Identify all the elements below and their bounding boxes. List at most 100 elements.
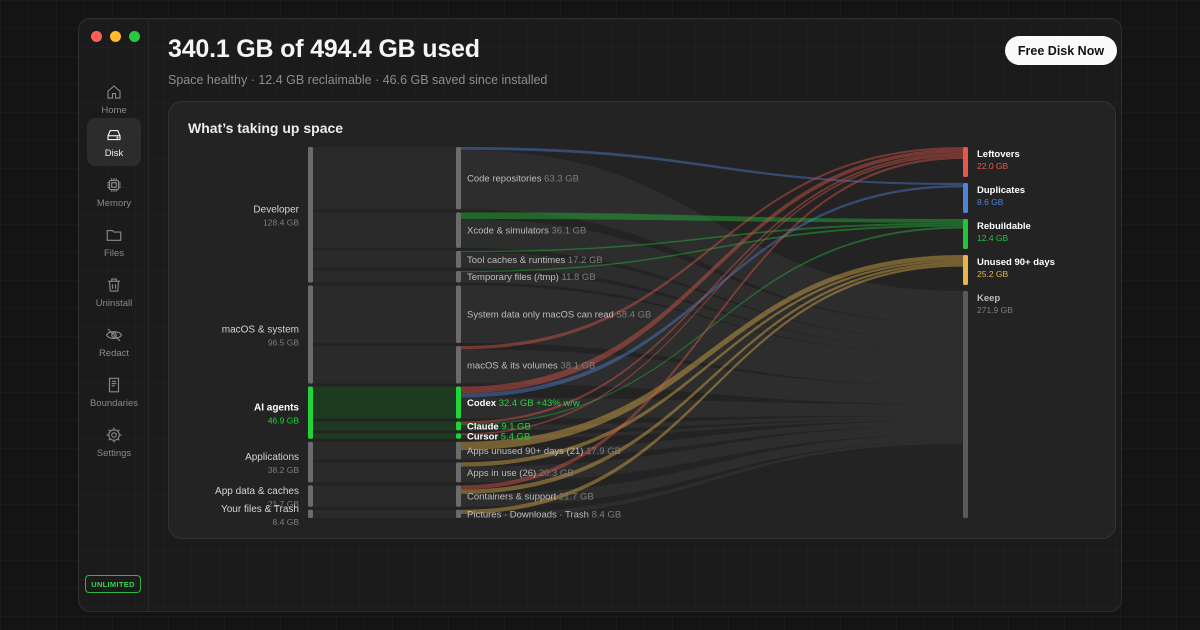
reclaim-flow	[461, 152, 963, 424]
plan-badge: UNLIMITED	[85, 575, 141, 593]
item-size: 36.1 GB	[551, 226, 586, 237]
item-label: Apps in use (26) 20.3 GB	[467, 468, 574, 479]
book-icon	[108, 377, 120, 392]
item-label: System data only macOS can read 58.4 GB	[467, 310, 651, 321]
keep-flow	[461, 434, 963, 507]
group-item-band	[313, 421, 456, 431]
item-label: Claude 9.1 GB	[467, 421, 531, 432]
panel-title: What’s taking up space	[188, 120, 344, 136]
target-size: 25.2 GB	[977, 269, 1009, 279]
group-size: 38.2 GB	[268, 465, 300, 475]
item-label: Xcode & simulators 36.1 GB	[467, 226, 586, 237]
group-size: 128.4 GB	[263, 218, 299, 228]
target-size: 271.9 GB	[977, 305, 1013, 315]
disk-icon	[107, 129, 121, 140]
reclaim-flow	[461, 156, 963, 490]
item-bar	[456, 509, 461, 518]
item-bar	[456, 485, 461, 507]
home-icon	[107, 84, 121, 99]
keep-flow	[461, 415, 963, 431]
item-bar	[456, 345, 461, 384]
item-name: Cursor	[467, 432, 501, 443]
group-bar	[308, 147, 313, 283]
reclaim-flow	[461, 222, 963, 253]
item-name: Apps in use (26)	[467, 468, 539, 479]
sidebar-item-uninstall[interactable]: Uninstall	[87, 268, 141, 316]
item-name: Containers & support	[467, 492, 559, 503]
reclaim-flow	[461, 259, 963, 467]
zoom-window-button[interactable]	[129, 31, 140, 42]
page-subtitle: Space healthy · 12.4 GB reclaimable · 46…	[168, 73, 548, 87]
group-label: macOS & system	[222, 325, 299, 336]
disk-usage-panel: What’s taking up space Developer 128.4 GB…	[168, 101, 1116, 539]
target-label: Duplicates	[977, 185, 1025, 196]
group-item-band	[313, 147, 456, 210]
app-window: Home Disk Memory Files Uninstall Redact …	[78, 18, 1122, 612]
item-bar	[456, 147, 461, 210]
item-label: Pictures · Downloads · Trash 8.4 GB	[467, 509, 621, 520]
item-name: Xcode & simulators	[467, 226, 551, 237]
item-size: 17.2 GB	[568, 255, 603, 266]
sidebar-item-label: Home	[101, 104, 127, 116]
reclaim-flow	[461, 261, 963, 494]
reclaim-flow	[461, 154, 963, 436]
item-name: macOS & its volumes	[467, 360, 560, 371]
free-disk-now-button[interactable]: Free Disk Now	[1005, 36, 1117, 65]
reclaim-flow	[461, 147, 963, 185]
group-item-band	[313, 441, 456, 460]
item-bar	[456, 421, 461, 431]
keep-flow	[461, 252, 963, 349]
target-bar	[963, 147, 968, 177]
reclaim-flow	[461, 255, 963, 451]
group-item-band	[313, 386, 456, 419]
group-item-band	[313, 270, 456, 283]
sidebar-item-files[interactable]: Files	[87, 218, 141, 266]
keep-flow	[461, 349, 963, 405]
group-label: Developer	[253, 205, 299, 216]
reclaim-flow	[461, 147, 963, 350]
keep-flow	[461, 420, 963, 460]
reclaim-flow	[461, 224, 963, 273]
item-name: Claude	[467, 421, 501, 432]
item-size: 11.8 GB	[562, 272, 596, 283]
group-bar	[308, 485, 313, 507]
item-name: Tool caches & runtimes	[467, 255, 568, 266]
sidebar-item-label: Settings	[96, 447, 132, 459]
keep-flow	[461, 219, 963, 340]
sidebar-item-settings[interactable]: Settings	[87, 418, 141, 466]
item-size: 38.1 GB	[560, 360, 595, 371]
sidebar-item-home[interactable]: Home	[87, 75, 141, 123]
sidebar-item-label: Boundaries	[89, 397, 139, 409]
group-label: AI agents	[254, 403, 299, 414]
item-size: 9.1 GB	[501, 421, 531, 432]
item-label: Cursor 5.4 GB	[467, 432, 530, 443]
item-bar	[456, 270, 461, 283]
group-bar	[308, 441, 313, 483]
group-size: 8.4 GB	[273, 517, 300, 527]
folder-icon	[106, 229, 122, 241]
sidebar-item-redact[interactable]: Redact	[87, 318, 141, 366]
item-size: 5.4 GB	[501, 432, 531, 443]
reclaim-flow	[461, 226, 963, 426]
sidebar-item-memory[interactable]: Memory	[87, 168, 141, 216]
sidebar-item-boundaries[interactable]: Boundaries	[87, 368, 141, 416]
minimize-window-button[interactable]	[110, 31, 121, 42]
group-label: Your files & Trash	[221, 504, 299, 515]
target-size: 22.0 GB	[977, 161, 1009, 171]
item-label: Code repositories 63.3 GB	[467, 174, 579, 185]
item-name: Pictures · Downloads · Trash	[467, 509, 592, 520]
item-label: Temporary files (/tmp) 11.8 GB	[467, 272, 596, 283]
target-label: Keep	[977, 293, 1000, 304]
keep-flow	[461, 149, 963, 324]
item-bar	[456, 212, 461, 248]
close-window-button[interactable]	[91, 31, 102, 42]
item-size: 8.4 GB	[592, 509, 622, 520]
keep-flow	[461, 425, 963, 483]
item-label: Apps unused 90+ days (21) 17.9 GB	[467, 446, 621, 457]
target-size: 12.4 GB	[977, 233, 1009, 243]
sidebar-item-disk[interactable]: Disk	[87, 118, 141, 166]
keep-flow	[461, 418, 963, 439]
group-size: 96.5 GB	[268, 338, 300, 348]
group-label: App data & caches	[215, 486, 299, 497]
item-bar	[456, 285, 461, 343]
